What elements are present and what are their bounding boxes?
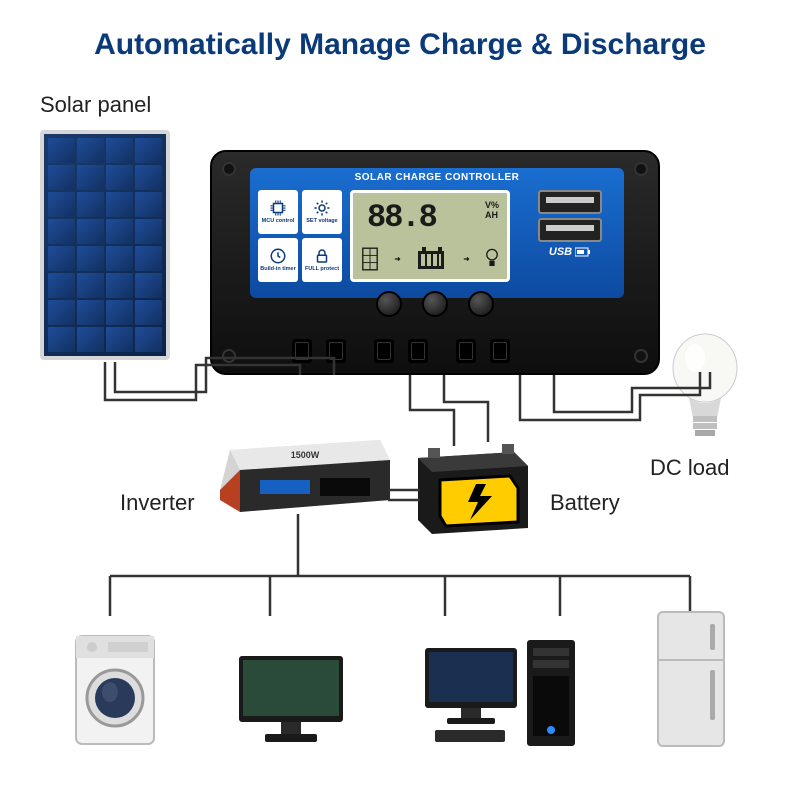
battery-icon: [416, 245, 448, 273]
gear-icon: [313, 199, 331, 217]
feature-protect: FULL protect: [302, 238, 342, 282]
solar-panel: document.write(Array.from({length:32}).m…: [40, 130, 170, 360]
usb-port: [538, 190, 602, 214]
feature-grid: MCU control SET voltage Build-in timer F…: [258, 190, 342, 282]
appliances-row: [70, 610, 730, 750]
screw-icon: [222, 349, 236, 363]
dc-load-label: DC load: [650, 455, 729, 481]
chip-icon: [269, 199, 287, 217]
bulb-icon: [485, 245, 499, 273]
screw-icon: [634, 162, 648, 176]
terminal: [374, 339, 394, 363]
lcd-units: V% AH: [485, 201, 499, 221]
main-title: Automatically Manage Charge & Discharge: [94, 28, 706, 62]
battery: [410, 440, 530, 535]
controller-faceplate: SOLAR CHARGE CONTROLLER MCU control SET …: [250, 168, 624, 298]
usb-area: USB: [524, 190, 616, 258]
controller-button[interactable]: [376, 291, 402, 317]
terminal: [490, 339, 510, 363]
desktop-setup: [421, 640, 581, 750]
clock-icon: [269, 247, 287, 265]
usb-label: USB: [549, 246, 591, 258]
washing-machine: [70, 630, 160, 750]
controller-buttons: [376, 291, 494, 317]
feature-mcu: MCU control: [258, 190, 298, 234]
usb-port: [538, 218, 602, 242]
terminal-row: [292, 339, 510, 363]
battery-small-icon: [575, 247, 591, 257]
battery-label: Battery: [550, 490, 620, 516]
terminal: [292, 339, 312, 363]
refrigerator: [652, 610, 730, 750]
controller-button[interactable]: [422, 291, 448, 317]
lcd-display: 88.8 V% AH: [350, 190, 510, 282]
dc-load-bulb: [665, 330, 745, 440]
lock-icon: [313, 247, 331, 265]
panel-icon: [361, 245, 379, 273]
terminal: [456, 339, 476, 363]
lcd-digits: 88.8: [367, 199, 436, 236]
feature-timer: Build-in timer: [258, 238, 298, 282]
terminal: [408, 339, 428, 363]
feature-voltage: SET voltage: [302, 190, 342, 234]
arrow-icon: [463, 245, 471, 273]
screw-icon: [634, 349, 648, 363]
controller-title: SOLAR CHARGE CONTROLLER: [355, 172, 520, 183]
arrow-icon: [394, 245, 402, 273]
controller-button[interactable]: [468, 291, 494, 317]
solar-panel-label: Solar panel: [40, 92, 151, 118]
terminal: [326, 339, 346, 363]
charge-controller: SOLAR CHARGE CONTROLLER MCU control SET …: [210, 150, 660, 375]
inverter: 1500W: [210, 440, 390, 515]
screw-icon: [222, 162, 236, 176]
monitor: [231, 650, 351, 750]
inverter-power-text: 1500W: [291, 450, 320, 460]
inverter-label: Inverter: [120, 490, 195, 516]
